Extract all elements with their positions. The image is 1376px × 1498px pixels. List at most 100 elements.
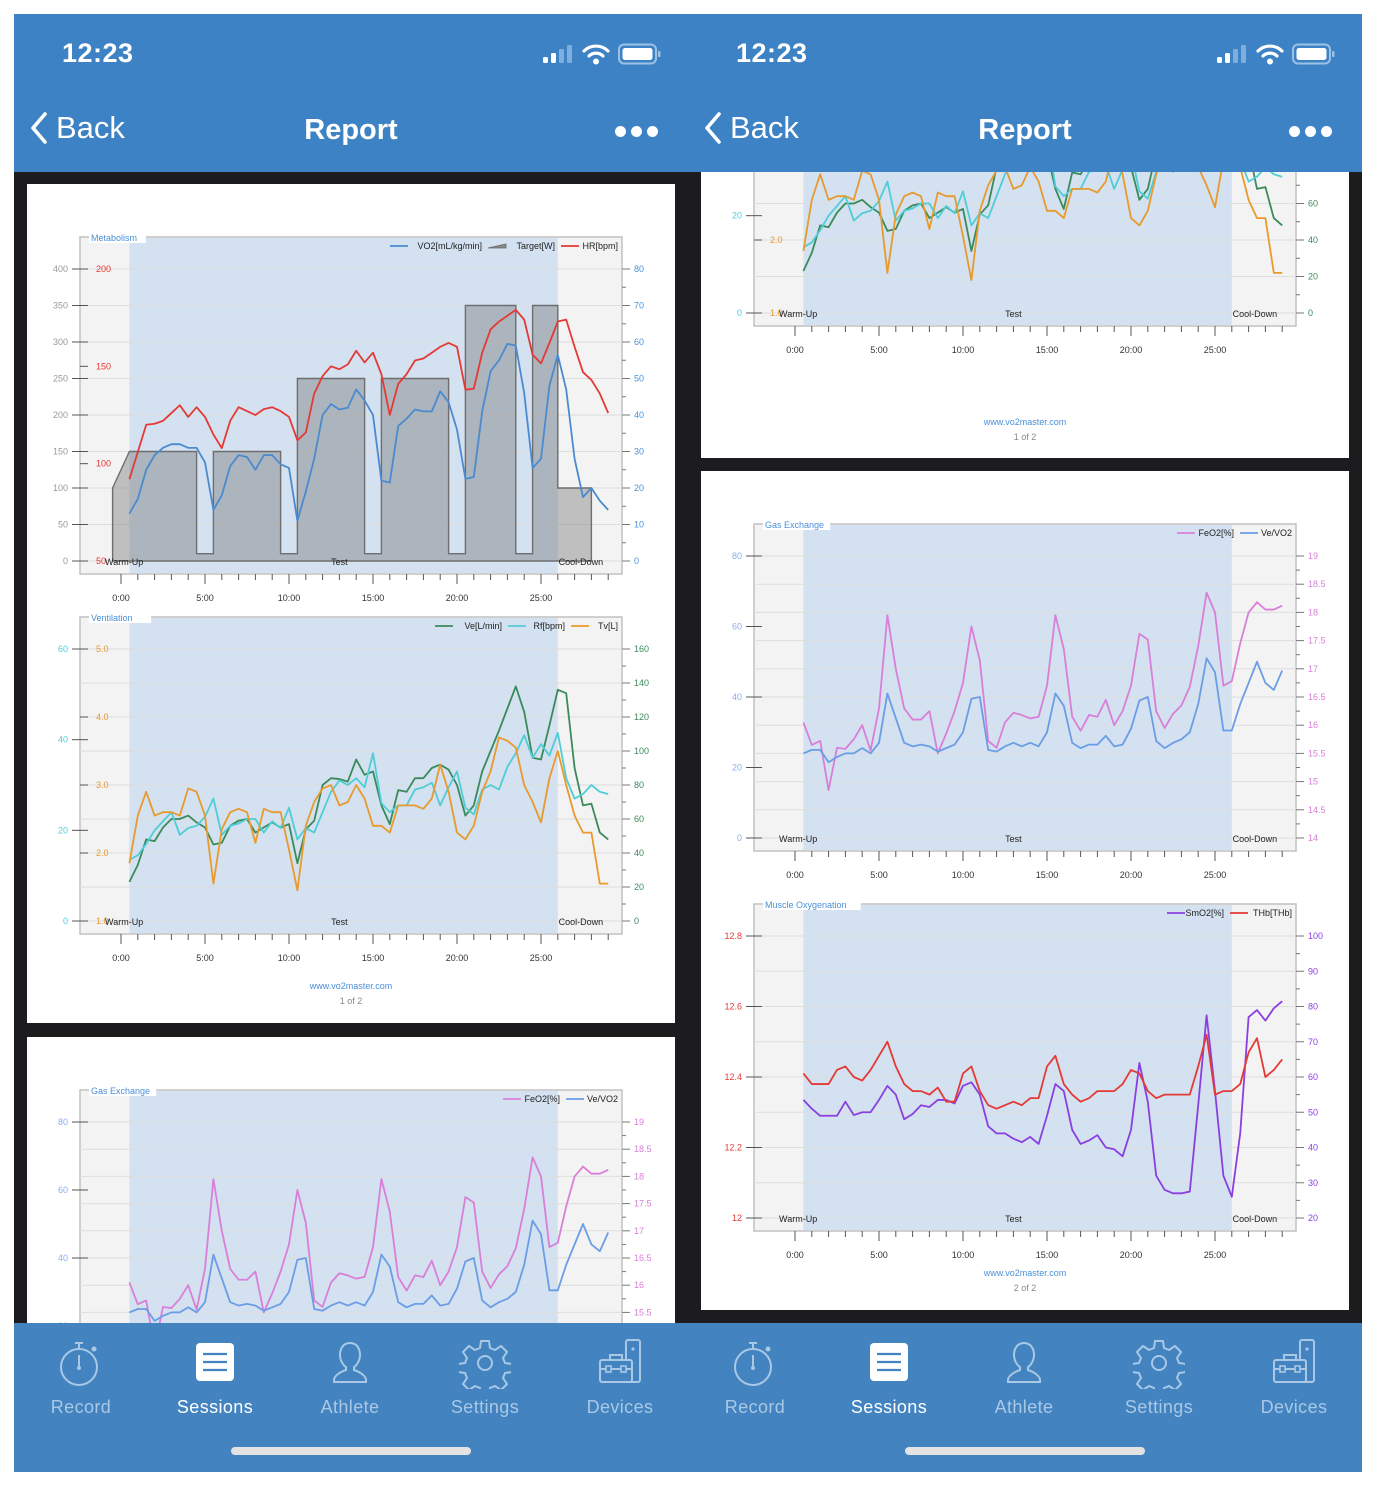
svg-text:FeO2[%]: FeO2[%] [524, 1094, 560, 1104]
svg-text:2.0: 2.0 [96, 848, 109, 858]
series-HR[bpm] [128, 308, 610, 480]
report-scroll-view[interactable]: 0 10 20 30 40 50 60 70 80 0 50 100 150 200 250 300 350 40… [14, 172, 688, 1323]
series-Ve/VO2 [803, 657, 1284, 764]
svg-text:30: 30 [1308, 1178, 1318, 1188]
metabolism-chart: 0 10 20 30 40 50 60 70 80 0 50 100 150 200 250 300 350 40… [53, 231, 644, 603]
tab-athlete[interactable]: Athlete [290, 1335, 410, 1418]
svg-text:0: 0 [737, 833, 742, 843]
navigation-bar: Back Report [688, 96, 1362, 172]
svg-text:20: 20 [58, 825, 68, 835]
series-Ve[L/min] [802, 172, 1283, 272]
back-button[interactable]: Back [30, 110, 125, 146]
list-icon [829, 1335, 949, 1391]
svg-text:12: 12 [732, 1213, 742, 1223]
tab-devices[interactable]: Devices [560, 1335, 680, 1418]
svg-text:THb[THb]: THb[THb] [1253, 908, 1292, 918]
svg-text:16.5: 16.5 [1308, 692, 1326, 702]
svg-text:Cool-Down: Cool-Down [559, 557, 604, 567]
svg-text:5:00: 5:00 [870, 345, 888, 355]
gas-exchange-chart: 14 14.5 15 15.5 16 16.5 17 17.5 18 18.5 19 0 20 40 60 8… [732, 518, 1326, 880]
svg-text:Ve/VO2: Ve/VO2 [587, 1094, 618, 1104]
svg-text:20: 20 [732, 211, 742, 221]
stopwatch-icon [695, 1335, 815, 1391]
svg-text:200: 200 [96, 264, 111, 274]
svg-text:20:00: 20:00 [446, 953, 469, 963]
svg-text:25:00: 25:00 [530, 953, 553, 963]
svg-text:0:00: 0:00 [786, 870, 804, 880]
svg-text:80: 80 [634, 780, 644, 790]
more-options-button[interactable] [1289, 126, 1332, 137]
svg-text:19: 19 [634, 1117, 644, 1127]
svg-text:12.4: 12.4 [724, 1072, 742, 1082]
tab-label: Record [50, 1397, 112, 1417]
svg-text:70: 70 [634, 301, 644, 311]
svg-text:100: 100 [96, 459, 111, 469]
svg-text:15:00: 15:00 [362, 953, 385, 963]
svg-text:0: 0 [634, 556, 639, 566]
svg-text:50: 50 [96, 556, 106, 566]
svg-text:Warm-Up: Warm-Up [779, 1214, 817, 1224]
tab-label: Sessions [850, 1397, 928, 1417]
svg-text:2.0: 2.0 [770, 235, 783, 245]
tab-sessions[interactable]: Sessions [829, 1335, 949, 1418]
svg-text:0: 0 [63, 556, 68, 566]
svg-text:12.2: 12.2 [724, 1143, 742, 1153]
svg-text:20: 20 [1308, 1213, 1318, 1223]
svg-text:20: 20 [634, 483, 644, 493]
website-link[interactable]: www.vo2master.com [309, 981, 393, 991]
tab-bar: Record Sessions Athlete Settings Devices [14, 1323, 688, 1472]
status-icons [1216, 42, 1336, 66]
svg-text:40: 40 [1308, 1143, 1318, 1153]
svg-text:100: 100 [53, 483, 68, 493]
devices-icon [560, 1335, 680, 1391]
list-icon [155, 1335, 275, 1391]
svg-text:5:00: 5:00 [870, 1250, 888, 1260]
svg-text:15:00: 15:00 [1036, 345, 1059, 355]
svg-text:0:00: 0:00 [112, 593, 130, 603]
svg-text:50: 50 [58, 520, 68, 530]
svg-text:80: 80 [732, 551, 742, 561]
status-time: 12:23 [736, 38, 808, 68]
svg-text:Ve[L/min]: Ve[L/min] [464, 621, 502, 631]
svg-text:25:00: 25:00 [530, 593, 553, 603]
svg-text:12.8: 12.8 [724, 931, 742, 941]
tab-record[interactable]: Record [21, 1335, 141, 1418]
svg-text:0: 0 [63, 916, 68, 926]
website-link[interactable]: www.vo2master.com [983, 1268, 1067, 1278]
svg-text:0:00: 0:00 [112, 953, 130, 963]
tab-athlete[interactable]: Athlete [964, 1335, 1084, 1418]
gear-icon [425, 1335, 545, 1391]
svg-text:200: 200 [53, 410, 68, 420]
svg-text:5.0: 5.0 [96, 644, 109, 654]
report-scroll-view[interactable]: 02040608010012014016002040601.02.03.04.0… [688, 172, 1362, 1323]
tab-record[interactable]: Record [695, 1335, 815, 1418]
svg-text:30: 30 [634, 447, 644, 457]
svg-text:16.5: 16.5 [634, 1253, 652, 1263]
website-link[interactable]: www.vo2master.com [983, 417, 1067, 427]
svg-text:4.0: 4.0 [96, 712, 109, 722]
tab-settings[interactable]: Settings [425, 1335, 545, 1418]
svg-text:300: 300 [53, 337, 68, 347]
svg-text:20: 20 [1308, 272, 1318, 282]
more-options-button[interactable] [615, 126, 658, 137]
tab-label: Settings [1124, 1397, 1194, 1417]
report-page-2: 14 14.5 15 15.5 16 16.5 17 17.5 18 18.5 19 0 20 40 60 8… [701, 471, 1349, 1310]
svg-text:250: 250 [53, 374, 68, 384]
svg-text:0:00: 0:00 [786, 1250, 804, 1260]
svg-text:90: 90 [1308, 966, 1318, 976]
more-dot-icon [615, 126, 626, 137]
series-Rf[bpm] [128, 731, 609, 861]
tab-settings[interactable]: Settings [1099, 1335, 1219, 1418]
svg-text:20:00: 20:00 [1120, 870, 1143, 880]
tab-devices[interactable]: Devices [1234, 1335, 1354, 1418]
svg-text:15:00: 15:00 [362, 593, 385, 603]
devices-icon [1234, 1335, 1354, 1391]
svg-text:15:00: 15:00 [1036, 1250, 1059, 1260]
home-indicator [231, 1447, 471, 1455]
wifi-icon [582, 44, 610, 65]
svg-text:HR[bpm]: HR[bpm] [582, 241, 618, 251]
back-button[interactable]: Back [704, 110, 799, 146]
svg-text:0: 0 [634, 916, 639, 926]
tab-sessions[interactable]: Sessions [155, 1335, 275, 1418]
svg-text:20:00: 20:00 [1120, 1250, 1143, 1260]
